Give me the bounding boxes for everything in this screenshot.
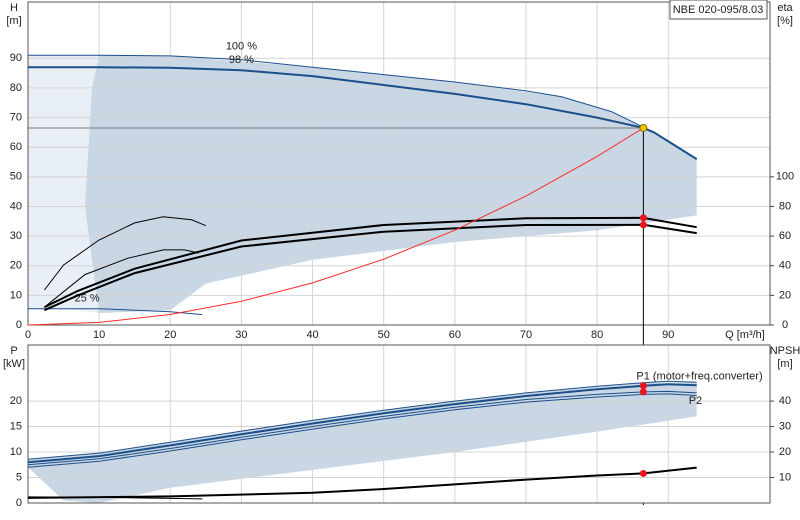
operating-range xyxy=(28,382,697,503)
x-axis-label: Q [m³/h] xyxy=(725,329,765,341)
curve xyxy=(27,383,697,464)
y2-tick-label: 0 xyxy=(782,319,788,331)
curve xyxy=(28,54,655,133)
x-tick-label: 80 xyxy=(591,329,603,341)
curve xyxy=(27,393,697,468)
y2-tick-label: 80 xyxy=(779,200,791,212)
y2-axis-unit: [%] xyxy=(777,15,793,27)
y-tick-label: 20 xyxy=(10,395,22,407)
y-tick-label: 20 xyxy=(10,260,22,272)
point xyxy=(639,214,647,222)
y2-tick-label: 60 xyxy=(779,230,791,242)
x-tick-label: 30 xyxy=(235,329,247,341)
curve xyxy=(27,466,697,499)
plot-frame xyxy=(27,344,771,504)
point xyxy=(639,123,648,132)
curve xyxy=(27,496,203,500)
y-tick-label: 10 xyxy=(10,446,22,458)
point xyxy=(639,382,647,390)
plot-frame xyxy=(27,1,771,326)
x-tick-label: 60 xyxy=(449,329,461,341)
y-axis-label: H xyxy=(10,2,18,14)
point xyxy=(639,221,647,229)
curve xyxy=(28,308,203,316)
x-tick-label: 10 xyxy=(93,329,105,341)
curve xyxy=(44,216,207,291)
y-tick-label: 5 xyxy=(16,471,22,483)
x-tick-label: 0 xyxy=(25,329,31,341)
y-tick-label: 40 xyxy=(10,200,22,212)
curve xyxy=(27,127,644,326)
y-tick-label: 0 xyxy=(16,497,22,509)
curve-label: 25 % xyxy=(75,293,100,305)
y2-axis-unit: [m] xyxy=(777,358,792,370)
y-tick-label: 10 xyxy=(10,289,22,301)
title-box xyxy=(669,0,768,20)
point xyxy=(639,469,647,477)
y-tick-label: 90 xyxy=(10,52,22,64)
x-tick-label: 20 xyxy=(164,329,176,341)
y2-axis-label: eta xyxy=(777,2,793,14)
curve-label: P2 xyxy=(689,395,702,407)
y2-tick-label: 40 xyxy=(779,260,791,272)
curve xyxy=(43,216,697,309)
curve xyxy=(43,223,697,312)
x-tick-label: 40 xyxy=(306,329,318,341)
x-tick-label: 70 xyxy=(520,329,532,341)
x-tick-label: 90 xyxy=(662,329,674,341)
y-tick-label: 70 xyxy=(10,111,22,123)
operating-range xyxy=(28,55,100,314)
y-tick-label: 50 xyxy=(10,171,22,183)
y2-tick-label: 10 xyxy=(779,471,791,483)
y2-tick-label: 20 xyxy=(779,289,791,301)
y-tick-label: 60 xyxy=(10,141,22,153)
curve-label: 100 % xyxy=(226,41,257,53)
x-tick-label: 50 xyxy=(378,329,390,341)
chart-title: NBE 020-095/8.03 xyxy=(673,4,764,16)
curve-label: P1 (motor+freq.converter) xyxy=(636,371,762,383)
curve xyxy=(27,390,697,466)
curve xyxy=(27,380,697,460)
y-axis-unit: [m] xyxy=(6,15,21,27)
y2-tick-label: 40 xyxy=(779,395,791,407)
y-axis-label: P xyxy=(10,345,17,357)
y2-tick-label: 100 xyxy=(776,171,794,183)
curve xyxy=(44,249,199,308)
y2-tick-label: 20 xyxy=(779,446,791,458)
y-axis-unit: [kW] xyxy=(3,358,25,370)
y-tick-label: 30 xyxy=(10,230,22,242)
operating-range xyxy=(84,55,697,314)
y2-axis-label: NPSH xyxy=(770,345,800,357)
y-tick-label: 80 xyxy=(10,82,22,94)
y-tick-label: 15 xyxy=(10,420,22,432)
curve-label: 98 % xyxy=(229,54,254,66)
y-tick-label: 0 xyxy=(16,319,22,331)
point xyxy=(639,388,647,396)
y2-tick-label: 30 xyxy=(779,420,791,432)
